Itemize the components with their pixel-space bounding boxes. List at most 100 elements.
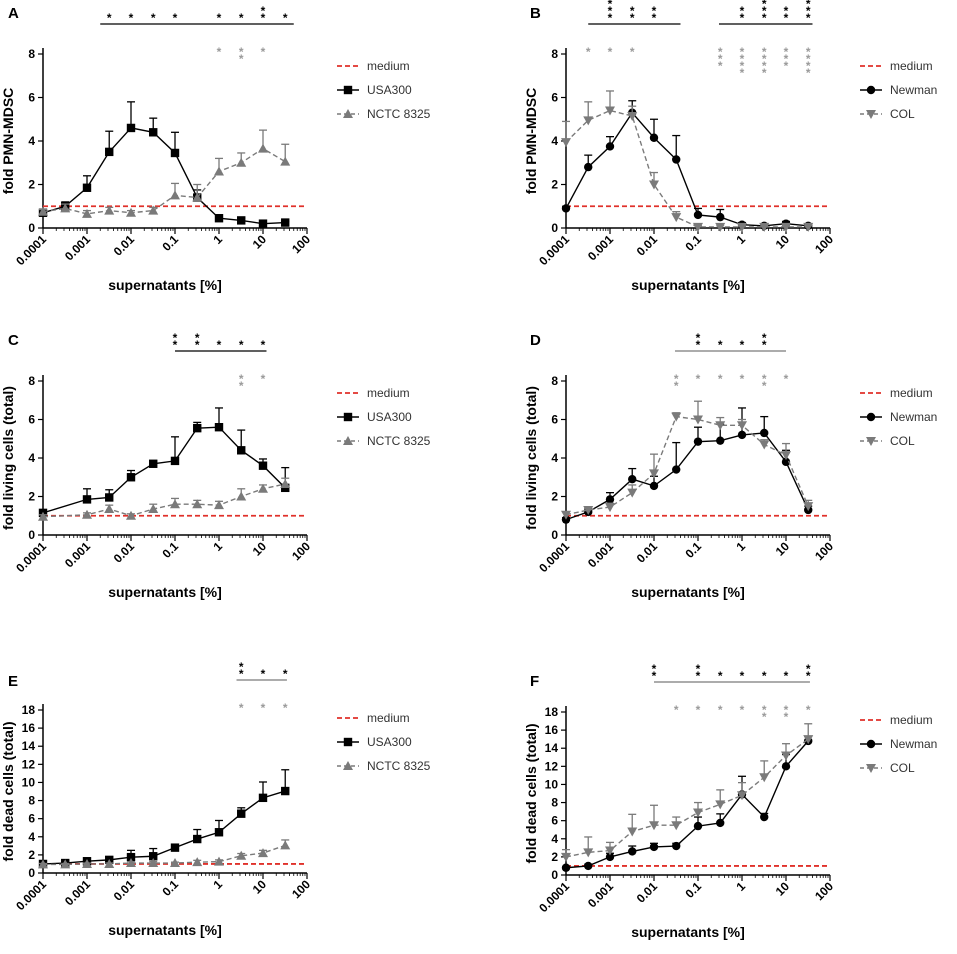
legend-label: COL <box>890 434 915 448</box>
significance-stars: * <box>261 667 266 681</box>
data-point <box>214 214 224 223</box>
data-point <box>561 204 571 213</box>
significance-stars: * <box>740 338 745 352</box>
x-tick-label: 0.001 <box>62 539 93 570</box>
data-point <box>781 751 791 761</box>
series-col <box>561 723 814 862</box>
y-tick-label: 6 <box>551 91 558 105</box>
data-point <box>672 465 681 474</box>
data-point <box>716 818 725 828</box>
y-tick-label: 6 <box>28 91 35 105</box>
series-line <box>565 740 809 869</box>
significance-stars: **** <box>806 45 811 80</box>
data-point <box>693 821 703 831</box>
legend-label: medium <box>890 713 933 727</box>
x-tick-label: 0.001 <box>62 232 93 263</box>
significance-stars: ** <box>696 331 701 352</box>
significance-stars: * <box>674 703 679 717</box>
significance-stars: * <box>261 338 266 352</box>
x-tick-label: 0.1 <box>682 232 704 254</box>
data-point <box>104 205 115 215</box>
significance-stars: * <box>261 372 266 386</box>
x-tick-label: 1 <box>210 539 225 554</box>
x-axis-title: supernatants [%] <box>108 584 222 600</box>
data-point <box>170 843 180 852</box>
y-tick-label: 4 <box>551 832 558 846</box>
data-point <box>649 180 659 190</box>
data-point <box>649 821 659 831</box>
x-tick-label: 100 <box>289 539 313 563</box>
data-point <box>759 222 770 232</box>
significance-stars: * <box>718 372 723 386</box>
significance-stars: * <box>762 669 767 683</box>
data-point <box>605 852 615 862</box>
data-point <box>649 481 659 491</box>
significance-stars: *** <box>718 45 723 73</box>
x-tick-label: 0.01 <box>634 539 661 566</box>
legend-swatch-marker <box>866 739 876 749</box>
x-tick-label: 100 <box>289 232 313 256</box>
data-point <box>671 412 682 422</box>
significance-stars: ** <box>173 331 178 352</box>
data-point <box>126 123 136 133</box>
data-point <box>38 511 48 521</box>
data-point <box>737 430 747 440</box>
data-point <box>584 861 593 871</box>
data-point <box>280 840 291 850</box>
significance-stars: * <box>151 11 156 25</box>
series-newman <box>561 100 813 231</box>
legend-label: NCTC 8325 <box>367 107 431 121</box>
data-point <box>280 156 291 166</box>
panel-f: F 0 2 4 6 8 10 12 14 16 18 0.0001 0.001 0.01 0.1 1 10 100… <box>523 662 937 940</box>
x-tick-label: 1 <box>733 539 748 554</box>
x-axis-title: supernatants [%] <box>631 924 745 940</box>
y-tick-label: 2 <box>551 490 558 504</box>
data-point <box>258 143 268 153</box>
data-point <box>236 491 247 501</box>
x-tick-label: 10 <box>773 539 793 559</box>
legend-swatch-marker <box>866 764 876 773</box>
data-point <box>192 192 203 202</box>
significance-stars: ** <box>195 331 200 352</box>
data-point <box>561 863 571 872</box>
data-point <box>148 858 159 868</box>
data-point <box>693 415 703 425</box>
y-tick-label: 10 <box>22 775 36 789</box>
series-line <box>42 483 286 518</box>
data-point <box>214 166 224 176</box>
panel-b: B 0 2 4 6 8 0.0001 0.001 0.01 0.1 1 10 100 supernatan… <box>523 0 937 293</box>
series-line <box>42 426 286 514</box>
y-tick-label: 8 <box>28 47 35 61</box>
legend-label: COL <box>890 107 915 121</box>
legend-swatch-marker <box>343 85 353 95</box>
y-tick-label: 6 <box>28 812 35 826</box>
significance-stars: * <box>806 703 811 717</box>
significance-stars: * <box>586 45 591 59</box>
x-tick-label: 0.0001 <box>536 879 572 915</box>
data-point <box>126 207 136 217</box>
data-point <box>105 493 114 502</box>
significance-stars: * <box>217 11 222 25</box>
significance-stars: * <box>696 372 701 386</box>
data-point <box>803 502 814 512</box>
x-tick-label: 10 <box>773 879 793 899</box>
y-tick-label: 18 <box>22 703 36 717</box>
significance-stars: * <box>129 11 134 25</box>
x-tick-label: 0.0001 <box>13 232 49 268</box>
x-axis-title: supernatants [%] <box>108 277 222 293</box>
panel-letter: E <box>8 673 18 690</box>
significance-stars: * <box>283 667 288 681</box>
data-point <box>214 423 224 432</box>
significance-stars: * <box>740 703 745 717</box>
y-axis-title: fold living cells (total) <box>0 386 16 530</box>
significance-stars: * <box>261 45 266 59</box>
data-point <box>672 841 681 851</box>
significance-stars: * <box>696 703 701 717</box>
significance-stars: * <box>107 11 112 25</box>
panel-d: D 0 2 4 6 8 0.0001 0.001 0.01 0.1 1 10 100 supernatan… <box>523 331 937 600</box>
data-point <box>605 846 615 856</box>
data-point <box>605 495 615 504</box>
series-nctc-8325 <box>38 477 291 521</box>
significance-stars: ** <box>630 4 635 25</box>
data-point <box>781 451 791 461</box>
